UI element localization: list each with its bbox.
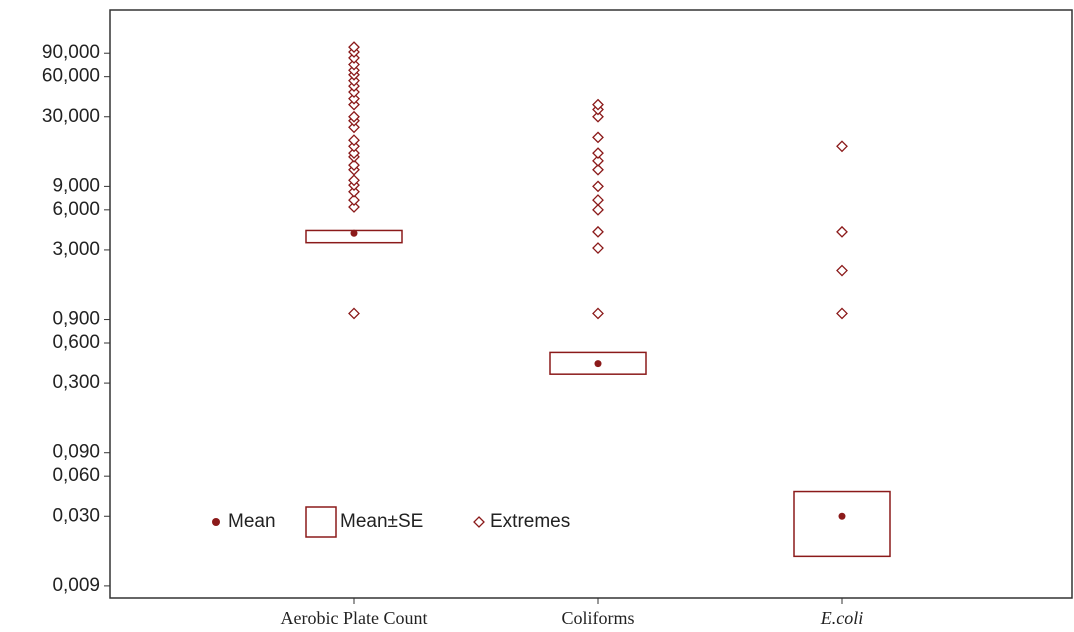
x-tick-label: Aerobic Plate Count [281,608,428,628]
extreme-point [348,98,360,111]
extreme-point [348,201,360,213]
y-tick-label: 3,000 [52,239,100,260]
extreme-point [348,51,360,64]
extreme-point [592,131,604,144]
mean-point [838,512,846,520]
extreme-point [348,307,360,320]
extreme-point [348,140,360,153]
mean-point [350,229,358,237]
legend-label: Extremes [490,511,570,532]
legend-label: Mean [228,511,276,532]
extreme-point [348,41,360,54]
extreme-point [836,264,848,277]
y-tick-label: 0,900 [52,309,100,330]
y-tick-label: 0,030 [52,505,100,526]
y-tick-label: 60,000 [42,66,100,87]
extreme-point [592,194,604,207]
extreme-point [592,163,604,176]
extreme-point [836,225,848,238]
plot-frame [109,9,1073,599]
y-tick-label: 0,060 [52,465,100,486]
se-box [793,490,891,558]
mean-point [594,360,602,368]
y-tick-label: 30,000 [42,106,100,127]
x-tick-label: E.coli [820,608,864,628]
extreme-point [592,203,604,216]
extreme-point [836,307,848,320]
y-tick-label: 0,600 [52,332,100,353]
extreme-point [348,58,360,71]
extreme-point [348,159,360,172]
y-tick-label: 0,090 [52,442,100,463]
extreme-point [348,134,360,147]
extreme-point [592,154,604,167]
extreme-point [348,185,360,198]
extreme-point [592,180,604,193]
y-tick-label: 0,300 [52,372,100,393]
x-tick-label: Coliforms [561,608,634,628]
legend-se-icon [305,506,337,538]
extreme-point [348,147,360,160]
y-tick-label: 9,000 [52,175,100,196]
extreme-point [592,225,604,238]
se-box [549,351,647,375]
y-tick-label: 0,009 [52,575,100,596]
legend-mean-icon [212,518,220,526]
extreme-point [592,110,604,123]
extreme-point [592,307,604,320]
extreme-point [348,110,360,123]
extreme-point [592,98,604,111]
extreme-point [348,92,360,105]
extreme-point [348,194,360,207]
extreme-point [348,174,360,187]
extreme-point [348,86,360,98]
y-tick-label: 6,000 [52,199,100,220]
extreme-point [592,242,604,254]
extreme-point [592,147,604,160]
legend-label: Mean±SE [340,511,423,532]
extreme-point [348,121,360,134]
extreme-point [836,140,848,153]
legend-extreme-icon [473,516,485,528]
y-tick-label: 90,000 [42,42,100,63]
